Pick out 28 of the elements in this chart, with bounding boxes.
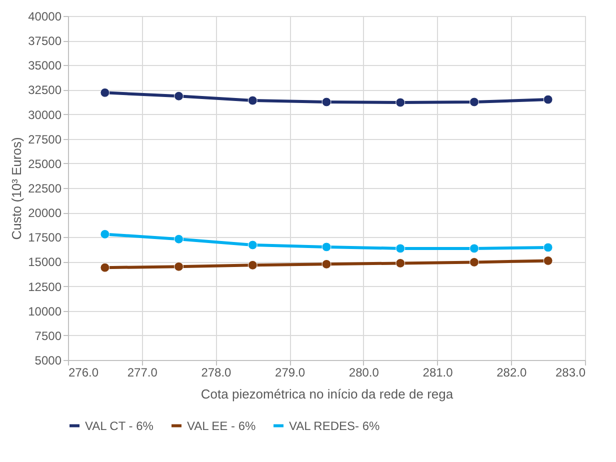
y-tick-label: 40000: [28, 10, 62, 24]
y-tick-label: 37500: [28, 34, 62, 48]
x-tick-label: 282.0: [496, 366, 527, 380]
x-axis-title: Cota piezométrica no início da rede de rega: [200, 386, 454, 402]
x-tick-label: 281.0: [422, 366, 454, 380]
y-tick-label: 30000: [28, 108, 62, 122]
y-tick-label: 35000: [28, 58, 62, 73]
y-axis-title: Custo (10³ Euros): [9, 137, 24, 240]
y-tick-label: 5000: [34, 354, 62, 368]
x-tick-label: 280.0: [348, 366, 380, 380]
legend-label: VAL REDES- 6%: [289, 418, 380, 433]
y-tick-label: 17500: [28, 230, 62, 245]
y-tick-label: 7500: [34, 328, 62, 343]
legend-label: VAL CT - 6%: [85, 418, 154, 433]
y-tick-label: 22500: [28, 182, 62, 196]
y-tick-label: 15000: [28, 255, 62, 270]
y-tick-label: 27500: [28, 132, 62, 146]
x-tick-label: 278.0: [201, 366, 232, 380]
x-tick-label: 277.0: [127, 366, 158, 380]
x-tick-label: 276.0: [68, 366, 99, 380]
x-tick-label: 279.0: [275, 366, 306, 380]
y-tick-label: 20000: [28, 206, 62, 220]
y-tick-label: 10000: [28, 304, 62, 318]
legend-label: VAL EE - 6%: [187, 418, 256, 433]
y-tick-label: 25000: [28, 156, 62, 171]
y-tick-label: 32500: [28, 83, 62, 98]
x-tick-label: 283.0: [555, 366, 586, 380]
y-tick-label: 12500: [28, 280, 62, 294]
